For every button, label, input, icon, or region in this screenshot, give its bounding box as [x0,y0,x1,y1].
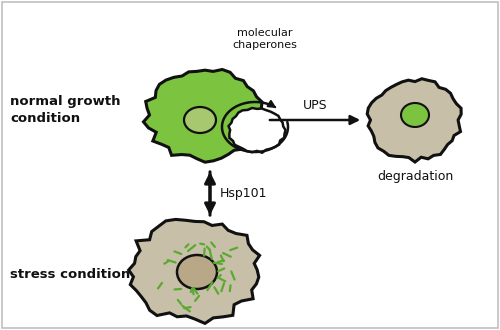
Text: normal growth
condition: normal growth condition [10,95,120,124]
Polygon shape [128,219,260,323]
Text: UPS: UPS [302,99,328,112]
Text: molecular
chaperones: molecular chaperones [232,28,298,50]
Polygon shape [367,79,461,162]
Text: degradation: degradation [377,170,453,183]
Ellipse shape [177,255,217,289]
Text: stress condition: stress condition [10,269,130,281]
Ellipse shape [184,107,216,133]
Ellipse shape [401,103,429,127]
Polygon shape [228,108,285,153]
Polygon shape [144,70,265,162]
Text: Hsp101: Hsp101 [220,187,268,200]
